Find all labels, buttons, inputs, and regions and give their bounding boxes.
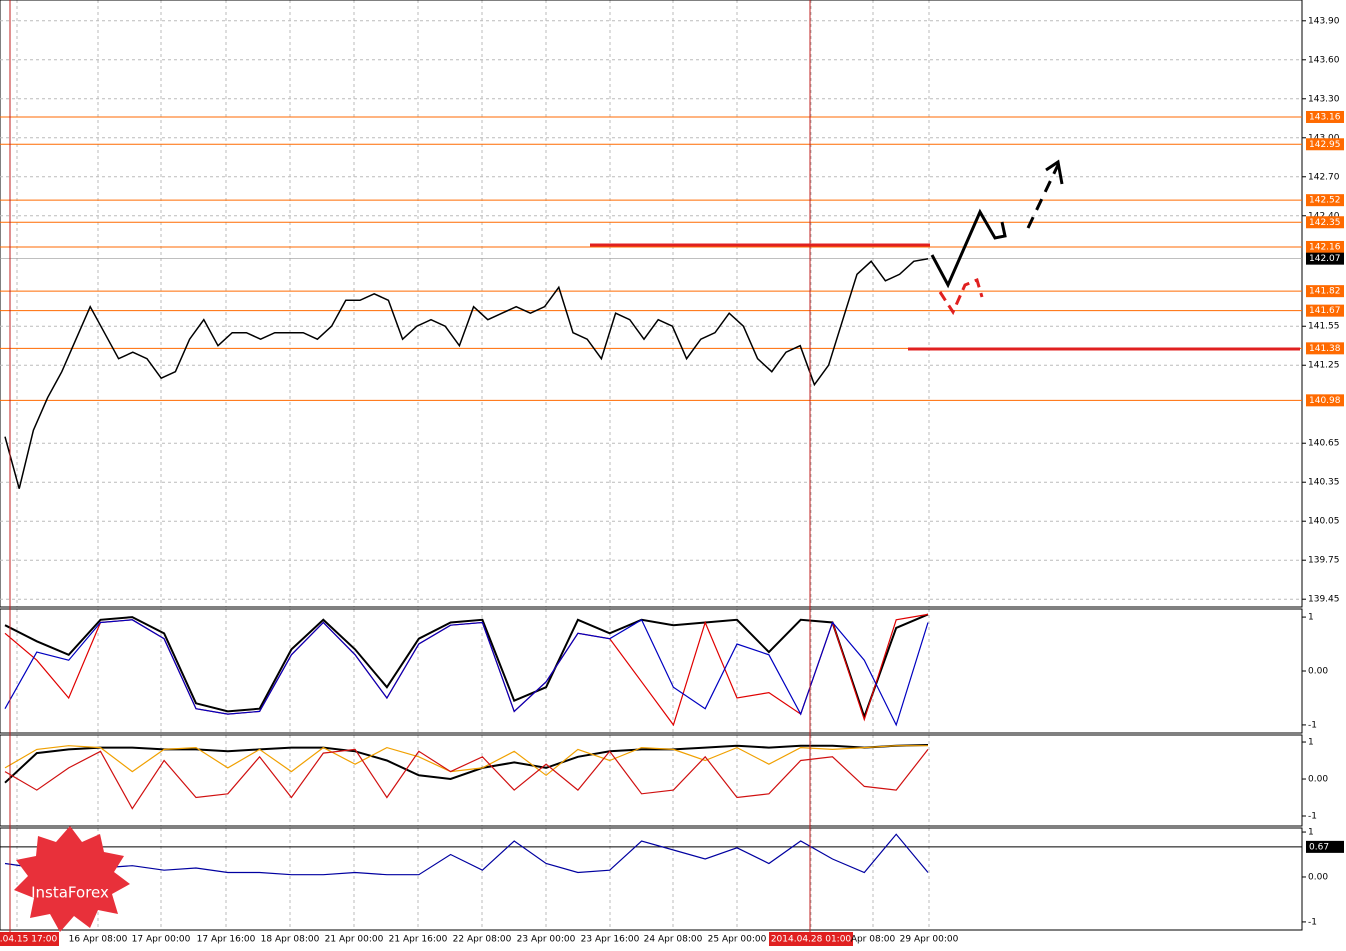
forecast-arrowhead [1045,159,1064,185]
forecast-path [930,208,1007,289]
y-tick-label: 1 [1308,613,1314,623]
series-line [4,744,929,784]
y-tick-label: 139.75 [1308,556,1340,566]
series-line [4,257,929,489]
x-tick-label: 17 Apr 16:00 [197,935,256,945]
y-tick-label: 139.45 [1308,595,1340,605]
level-label-bg [1306,304,1344,317]
series-line [4,745,928,777]
level-label-bg [1306,285,1344,298]
x-tick-label: 29 Apr 00:00 [900,935,959,945]
x-tick-label: 22 Apr 08:00 [453,935,512,945]
x-tick-label: 23 Apr 00:00 [517,935,576,945]
level-label: 140.98 [1309,396,1341,406]
panel-frame [0,0,1303,608]
x-tick-label: 18 Apr 08:00 [261,935,320,945]
x-tick-label: 2014.04.28 01:00 [771,935,852,945]
alt-forecast [938,277,984,316]
x-tick-label: 25 Apr 00:00 [708,935,767,945]
x-tick-label: 17 Apr 00:00 [132,935,191,945]
y-tick-label: 141.55 [1308,322,1340,332]
x-label-highlight [0,932,59,946]
level-label-bg [1306,342,1344,355]
panel-frame [0,827,1303,931]
y-tick-label: 140.05 [1308,517,1340,527]
x-tick-label: 24 Apr 08:00 [644,935,703,945]
y-tick-label: 140.65 [1308,439,1340,449]
level-label: 142.95 [1309,140,1341,150]
y-tick-label: 141.25 [1308,361,1340,371]
y-tick-label: 143.30 [1308,94,1340,104]
y-tick-label: 143.60 [1308,55,1340,65]
level-label-bg [1306,110,1344,123]
level-label: 143.16 [1309,112,1341,122]
x-tick-label: 23 Apr 16:00 [581,935,640,945]
level-label: 142.35 [1309,218,1341,228]
level-label: 142.16 [1309,242,1341,252]
level-label: 141.67 [1309,306,1341,316]
series-line [4,618,929,727]
current-price-bg [1306,252,1344,265]
panel-frame [0,734,1303,827]
level-label-bg [1306,216,1344,229]
level-label-bg [1306,840,1344,853]
forecast-dashed [1026,164,1060,229]
series-line [4,613,929,720]
y-tick-label: 1 [1308,738,1314,748]
level-label-bg [1306,394,1344,407]
y-tick-label: -1 [1308,720,1317,730]
x-tick-label: 21 Apr 00:00 [325,935,384,945]
x-label-highlight [769,932,853,946]
level-label: 141.82 [1309,287,1341,297]
level-label-bg [1306,240,1344,253]
y-tick-label: -1 [1308,917,1317,927]
y-tick-label: 1 [1308,828,1314,838]
y-tick-label: 142.70 [1308,172,1340,182]
x-tick-label: Apr 08:00 [851,935,896,945]
level-label-bg [1306,194,1344,207]
series-line [4,748,929,810]
logo: InstaForex [14,826,130,932]
level-label-bg [1306,138,1344,151]
level-label: 142.52 [1309,196,1341,206]
logo-badge [14,826,130,932]
level-label: 0.67 [1309,842,1329,852]
current-price-label: 142.07 [1309,254,1341,264]
x-tick-label: 2014.04.15 17:00 [0,935,57,945]
y-tick-label: 0.00 [1308,872,1328,882]
series-line [4,833,929,876]
x-tick-label: 21 Apr 16:00 [389,935,448,945]
y-tick-label: 0.00 [1308,775,1328,785]
x-tick-label: 16 Apr 08:00 [69,935,128,945]
y-tick-label: 0.00 [1308,667,1328,677]
y-tick-label: 140.35 [1308,478,1340,488]
level-label: 141.38 [1309,344,1341,354]
y-tick-label: 143.90 [1308,16,1340,26]
y-tick-label: -1 [1308,812,1317,822]
logo-text: InstaForex [31,884,109,902]
